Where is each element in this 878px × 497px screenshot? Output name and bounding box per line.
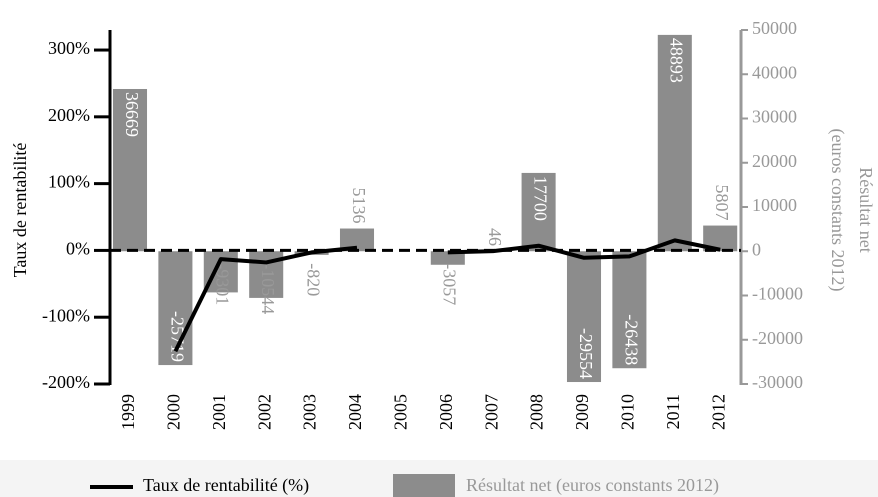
y2-tick-label: -30000	[752, 372, 803, 392]
value-label: -3057	[440, 263, 460, 305]
y-tick-label: -100%	[42, 305, 90, 325]
value-label: -25719	[167, 311, 187, 362]
value-label: 36669	[122, 92, 142, 137]
x-tick-label: 2004	[345, 394, 365, 430]
x-tick-label: 2003	[300, 394, 320, 430]
value-label: 17700	[530, 176, 550, 221]
value-label: 5136	[349, 188, 369, 224]
legend-label: Taux de rentabilité (%)	[143, 475, 309, 496]
value-label: -10544	[258, 263, 278, 314]
x-tick-label: 2009	[572, 394, 592, 430]
value-label: -9301	[213, 263, 233, 305]
bar	[339, 228, 375, 252]
value-label: -29554	[576, 328, 596, 379]
x-tick-label: 2001	[209, 394, 229, 430]
y2-tick-label: -10000	[752, 284, 803, 304]
bar	[158, 251, 193, 366]
y2-axis-title: Résultat net	[856, 167, 876, 252]
x-tick-label: 2000	[164, 394, 184, 430]
y-tick-label: 300%	[48, 38, 90, 58]
y-tick-label: 100%	[48, 172, 90, 192]
y-axis-title: Taux de rentabilité	[10, 143, 30, 278]
value-label: -820	[303, 263, 323, 296]
line	[173, 238, 721, 353]
y2-axis-title: (euros constants 2012)	[827, 129, 848, 292]
y-tick-label: -200%	[42, 372, 90, 392]
legend-label: Résultat net (euros constants 2012)	[466, 475, 719, 496]
y2-tick-label: 10000	[752, 195, 797, 215]
value-label: 46	[485, 228, 505, 246]
y2-tick-label: 30000	[752, 107, 797, 127]
bar	[657, 34, 692, 252]
y2-tick-label: -20000	[752, 328, 803, 348]
y2-tick-label: 20000	[752, 151, 797, 171]
y2-tick-label: 50000	[752, 18, 797, 38]
y-tick-label: 0%	[66, 239, 90, 259]
value-label: 5807	[712, 185, 732, 221]
x-tick-label: 2007	[481, 394, 501, 430]
x-tick-label: 2005	[391, 394, 411, 430]
x-tick-label: 2006	[436, 394, 456, 430]
bar	[566, 251, 602, 383]
x-tick-label: 2011	[663, 394, 683, 429]
value-label: -26438	[621, 314, 641, 365]
value-label: 48893	[667, 38, 687, 83]
legend-swatch	[393, 474, 455, 497]
x-tick-label: 2012	[708, 394, 728, 430]
bar	[112, 88, 148, 252]
x-tick-label: 2002	[254, 394, 274, 430]
bar	[612, 251, 647, 369]
y2-tick-label: 40000	[752, 62, 797, 82]
bar	[430, 251, 465, 265]
bar	[521, 172, 556, 252]
y-tick-label: 200%	[48, 105, 90, 125]
x-tick-label: 2008	[527, 394, 547, 430]
x-tick-label: 1999	[118, 394, 138, 430]
y2-tick-label: 0	[752, 239, 761, 259]
x-tick-label: 2010	[618, 394, 638, 430]
